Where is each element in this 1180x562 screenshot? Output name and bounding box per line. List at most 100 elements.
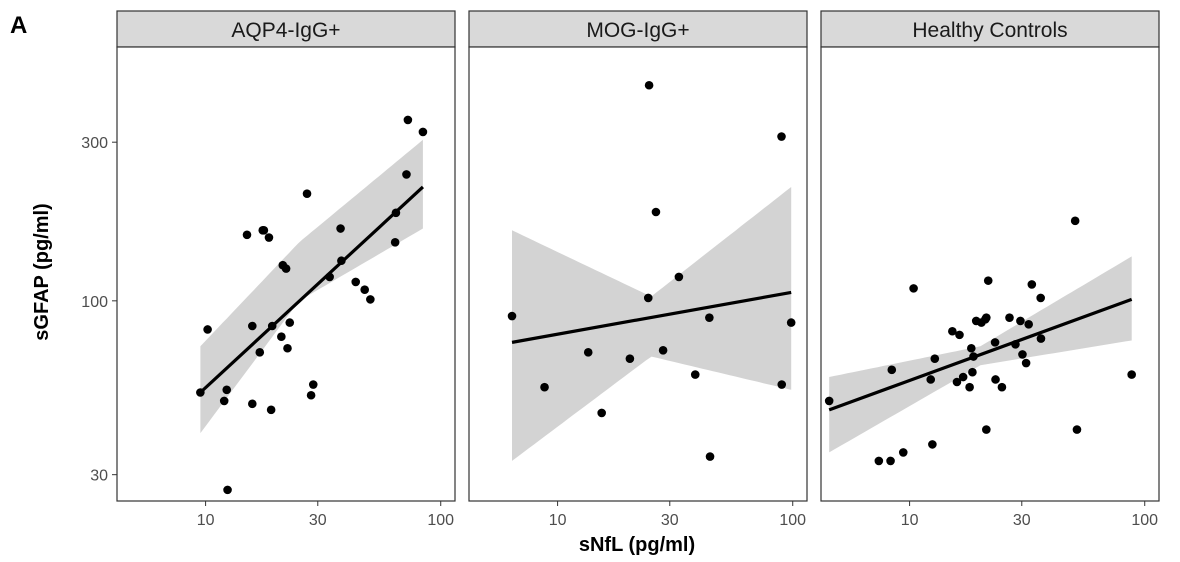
data-point	[219, 396, 229, 406]
facet-panel: Healthy Controls 10 30 100	[820, 10, 1160, 529]
data-point	[1036, 334, 1046, 343]
data-point	[418, 127, 428, 137]
data-point	[991, 375, 1000, 384]
data-point	[824, 396, 834, 406]
data-point	[926, 375, 936, 384]
x-tick-label: 100	[1131, 512, 1158, 529]
data-point	[1021, 358, 1031, 368]
y-axis-title: sGFAP (pg/ml)	[31, 203, 53, 340]
data-point	[625, 354, 635, 363]
facet-strip	[116, 10, 456, 48]
data-point	[644, 80, 654, 90]
data-point	[705, 313, 714, 322]
data-point	[391, 208, 401, 218]
x-tick-label: 30	[309, 512, 327, 529]
data-point	[1024, 319, 1033, 329]
data-point	[777, 380, 787, 389]
data-point	[967, 343, 976, 353]
x-axis-title: sNfL (pg/ml)	[579, 534, 695, 556]
data-point	[969, 352, 978, 361]
data-point	[1005, 313, 1014, 322]
data-point	[705, 452, 715, 461]
y-tick-label: 300	[81, 135, 108, 152]
facet-panel: MOG-IgG+ 10 30 100	[468, 10, 808, 529]
data-point	[281, 264, 291, 273]
data-point	[874, 456, 884, 466]
data-point	[266, 405, 276, 415]
data-point	[302, 189, 312, 198]
data-point	[402, 170, 411, 179]
data-point	[1011, 340, 1020, 349]
data-point	[990, 338, 1000, 347]
data-point	[887, 365, 897, 375]
data-point	[1027, 280, 1037, 289]
data-point	[955, 330, 964, 340]
data-point	[886, 456, 895, 466]
data-point	[223, 485, 232, 495]
facet-strip	[820, 10, 1160, 48]
data-point	[308, 380, 318, 389]
data-point	[222, 385, 232, 395]
data-point	[643, 293, 653, 303]
data-point	[909, 284, 918, 293]
x-tick-label: 100	[779, 512, 806, 529]
facet-strip	[468, 10, 808, 48]
data-point	[928, 440, 937, 449]
facet-panel: AQP4-IgG+ 10 30 100	[116, 10, 456, 529]
x-tick-label: 10	[197, 512, 215, 529]
data-point	[777, 132, 786, 141]
regression-line	[511, 290, 792, 344]
confidence-band	[200, 139, 423, 434]
data-point	[336, 224, 345, 233]
data-point	[390, 237, 400, 247]
data-point	[366, 295, 375, 304]
panel-border	[116, 46, 456, 502]
regression-line	[199, 185, 425, 394]
x-tick-label: 10	[901, 512, 919, 529]
x-tick-label: 10	[549, 512, 567, 529]
data-point	[583, 348, 593, 357]
facet-strip-label: AQP4-IgG+	[231, 19, 340, 42]
data-point	[264, 233, 274, 242]
data-point	[360, 285, 370, 295]
data-point	[325, 272, 334, 282]
data-point	[196, 388, 205, 397]
data-point	[982, 425, 991, 434]
x-tick-label: 30	[661, 512, 679, 529]
data-point	[674, 272, 684, 282]
data-point	[930, 354, 940, 363]
data-point	[997, 382, 1007, 392]
data-point	[351, 277, 361, 287]
data-point	[1016, 316, 1025, 326]
data-point	[277, 332, 286, 342]
data-point	[507, 311, 517, 321]
panel-tag: A	[10, 12, 27, 39]
facet-strip-label: Healthy Controls	[912, 19, 1067, 42]
data-point	[658, 345, 668, 355]
y-tick-label: 100	[81, 294, 108, 311]
data-point	[597, 408, 606, 418]
data-point	[242, 230, 252, 240]
confidence-band	[512, 187, 792, 461]
data-point	[1127, 370, 1136, 379]
data-point	[965, 382, 974, 392]
data-point	[968, 367, 977, 377]
data-point	[248, 399, 257, 409]
data-point	[285, 318, 295, 327]
data-point	[283, 343, 292, 353]
data-point	[255, 348, 265, 357]
y-tick-label: 30	[90, 468, 108, 485]
panel-border	[468, 46, 808, 502]
data-point	[306, 390, 316, 400]
data-point	[958, 372, 968, 382]
data-point	[690, 370, 700, 379]
data-point	[1072, 425, 1082, 434]
regression-line	[828, 297, 1133, 412]
panel-border	[820, 46, 1160, 502]
data-point	[651, 207, 661, 217]
data-point	[982, 313, 991, 322]
x-tick-label: 100	[427, 512, 454, 529]
data-point	[403, 115, 413, 125]
